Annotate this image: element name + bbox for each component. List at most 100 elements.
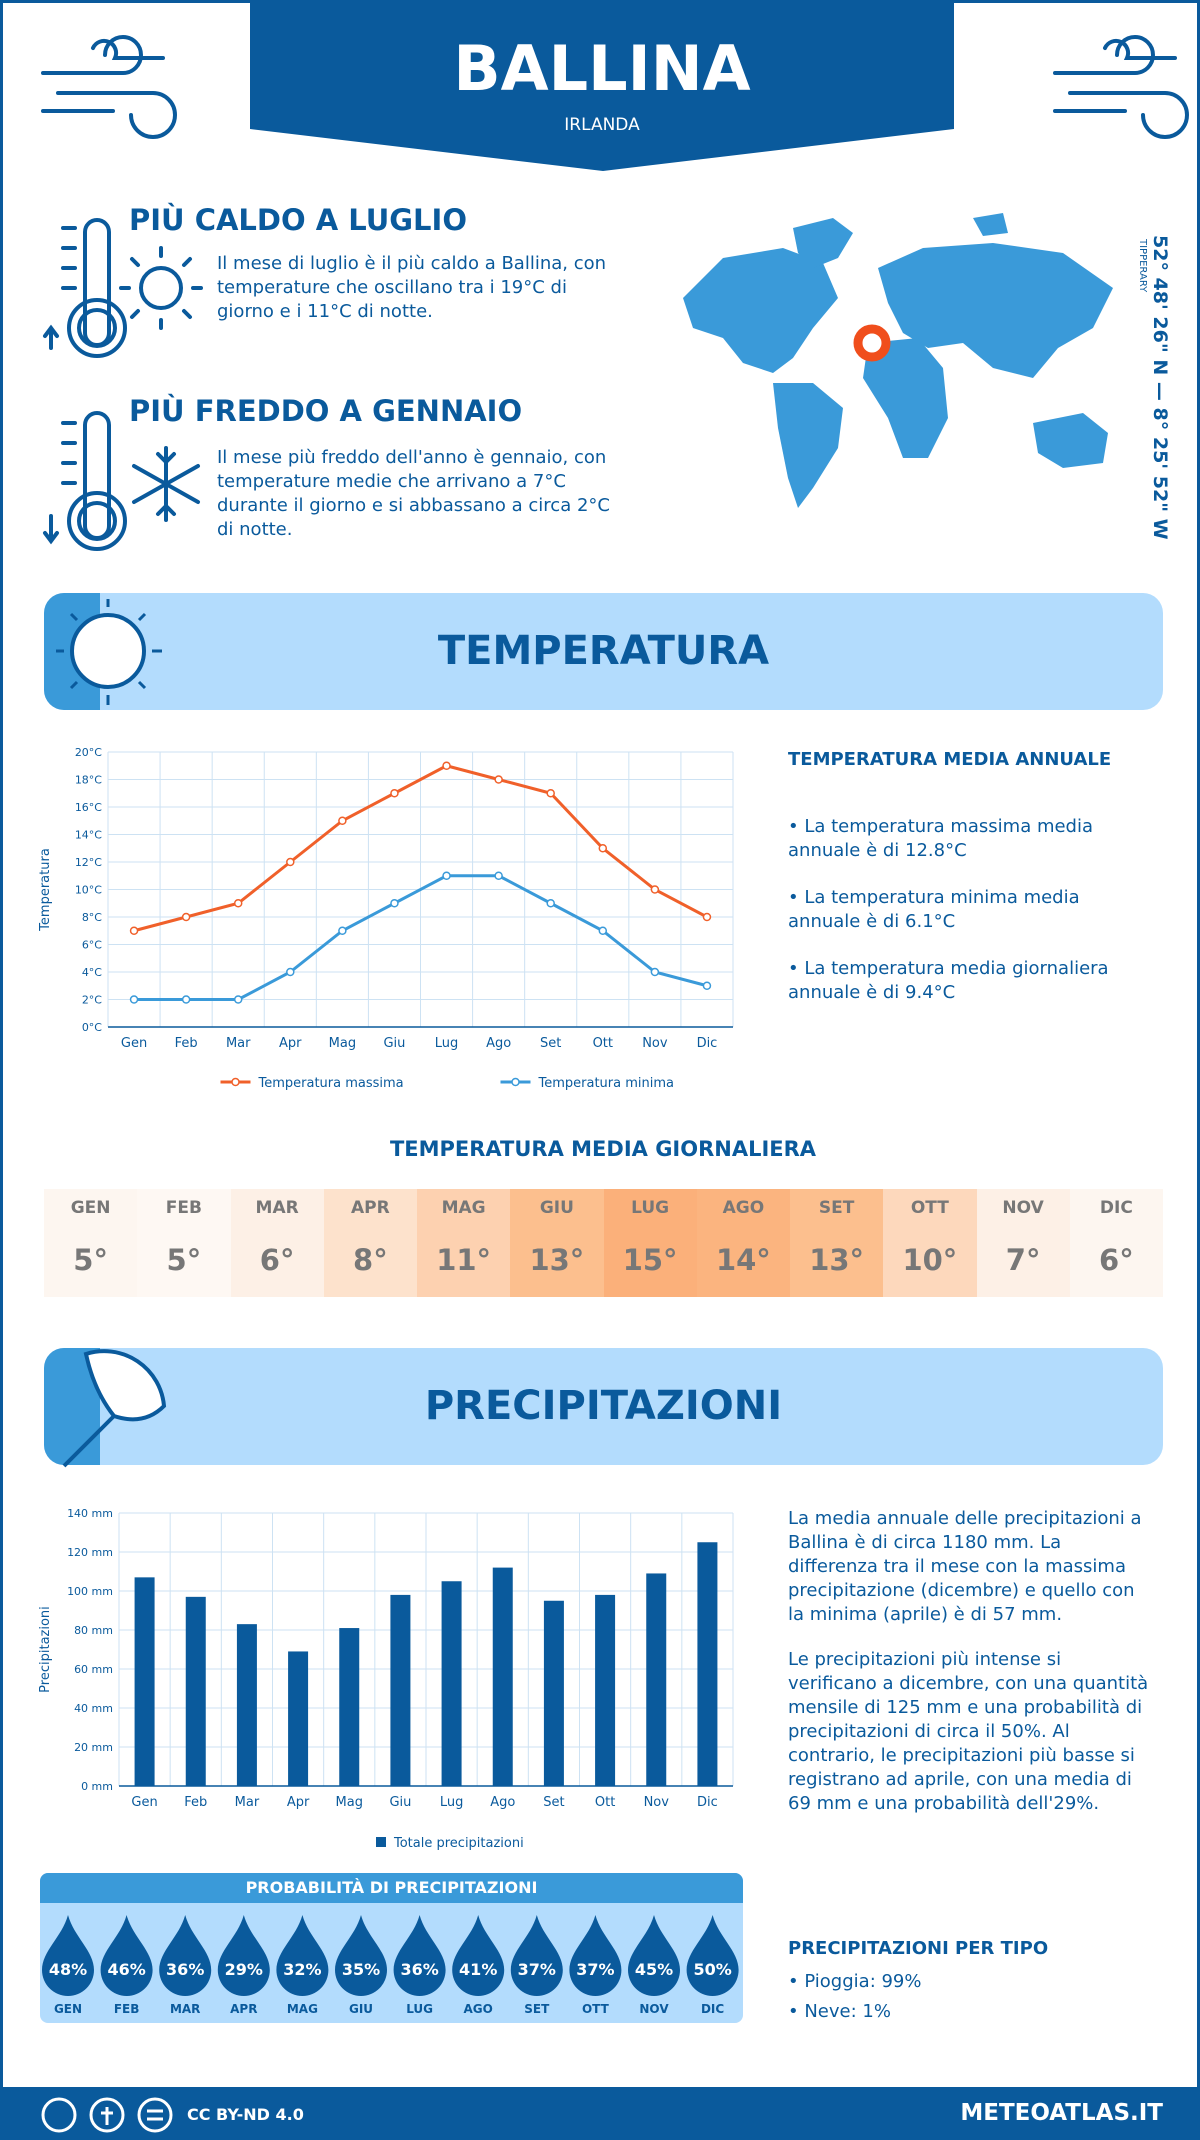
y-tick-label: 0 mm bbox=[81, 1780, 113, 1793]
month: FEB bbox=[165, 1198, 202, 1218]
daily-value: 15° bbox=[622, 1243, 678, 1277]
location-pin bbox=[853, 324, 891, 362]
point bbox=[442, 871, 451, 880]
y-tick-label: 12°C bbox=[75, 856, 102, 869]
y-tick-label: 18°C bbox=[75, 774, 102, 787]
point bbox=[181, 912, 191, 922]
month: NOV bbox=[1002, 1198, 1044, 1218]
point bbox=[598, 926, 608, 935]
month: MAR bbox=[255, 1198, 299, 1218]
daily-cell: OTT 10° bbox=[883, 1189, 977, 1297]
bar bbox=[646, 1573, 667, 1786]
point bbox=[494, 871, 503, 880]
x-tick-label: Feb bbox=[184, 1795, 207, 1810]
x-tick-label: Giu bbox=[383, 1036, 405, 1051]
x-tick-label: Mag bbox=[329, 1036, 356, 1051]
daily-cell: AGO 14° bbox=[696, 1189, 790, 1297]
x-tick-label: Lug bbox=[440, 1795, 464, 1810]
thermo-icons bbox=[43, 218, 203, 551]
bar bbox=[236, 1624, 257, 1786]
point bbox=[546, 899, 555, 908]
daily-title: TEMPERATURA MEDIA GIORNALIERA bbox=[389, 1137, 817, 1161]
y-axis-label: Precipitazioni bbox=[38, 1606, 53, 1693]
month: GEN bbox=[70, 1198, 111, 1218]
point bbox=[286, 967, 295, 977]
point bbox=[181, 995, 191, 1004]
probability-title: PROBABILITÀ DI PRECIPITAZIONI bbox=[40, 1873, 743, 1903]
license: CC BY-ND 4.0 bbox=[187, 2105, 304, 2124]
city-title: BALLINA bbox=[453, 32, 751, 105]
type-item: • Pioggia: 99% bbox=[788, 1971, 922, 1992]
month: AGO bbox=[722, 1198, 765, 1218]
legend-label: Totale precipitazioni bbox=[393, 1836, 524, 1851]
daily-value: 5° bbox=[166, 1243, 202, 1277]
y-tick-label: 0°C bbox=[82, 1021, 102, 1034]
point bbox=[546, 789, 555, 798]
x-tick-label: Nov bbox=[644, 1795, 670, 1810]
annual-item: • La temperatura massima media annuale è… bbox=[788, 816, 1094, 861]
y-tick-label: 8°C bbox=[82, 911, 102, 924]
month: LUG bbox=[631, 1198, 670, 1218]
umbrella-icon bbox=[62, 1349, 167, 1468]
wind-icon bbox=[41, 35, 177, 139]
site: METEOATLAS.IT bbox=[960, 2100, 1163, 2126]
x-tick-label: Apr bbox=[279, 1036, 302, 1051]
month: OTT bbox=[910, 1198, 949, 1218]
y-tick-label: 120 mm bbox=[67, 1546, 113, 1559]
section-title: PRECIPITAZIONI bbox=[424, 1383, 783, 1429]
point bbox=[702, 912, 712, 922]
x-tick-label: Gen bbox=[131, 1795, 157, 1810]
y-tick-label: 6°C bbox=[82, 939, 102, 952]
daily-value: 13° bbox=[809, 1243, 865, 1277]
month: GIU bbox=[539, 1198, 574, 1218]
daily-cell: MAG 11° bbox=[417, 1189, 511, 1297]
precipitation-banner: PRECIPITAZIONI bbox=[44, 1348, 1163, 1465]
x-tick-label: Feb bbox=[175, 1036, 198, 1051]
point bbox=[390, 789, 399, 798]
daily-value: 6° bbox=[259, 1243, 295, 1277]
month: MAG bbox=[441, 1198, 486, 1218]
world-map bbox=[683, 213, 1113, 508]
coldest-text: Il mese più freddo dell'anno è gennaio, … bbox=[217, 447, 610, 540]
point bbox=[390, 899, 399, 908]
point bbox=[286, 857, 295, 867]
legend-swatch-dot bbox=[231, 1077, 240, 1087]
x-tick-label: Ott bbox=[595, 1795, 615, 1810]
hottest-text: Il mese di luglio è il più caldo a Balli… bbox=[217, 253, 607, 322]
point bbox=[702, 981, 712, 990]
coordinates: 52° 48' 26" N — 8° 25' 52" W bbox=[1149, 235, 1171, 540]
probability-box: PROBABILITÀ DI PRECIPITAZIONI bbox=[40, 1873, 743, 2023]
wind-icon bbox=[1053, 35, 1189, 139]
point bbox=[338, 816, 347, 825]
daily-cell: GEN 5° bbox=[44, 1189, 138, 1297]
x-tick-label: Giu bbox=[389, 1795, 411, 1810]
daily-table: GEN 5° FEB 5° MAR 6° APR 8° MAG 11° GIU 13° LUG 15° AG… bbox=[44, 1189, 1163, 1297]
daily-cell: FEB 5° bbox=[137, 1189, 231, 1297]
x-tick-label: Ago bbox=[490, 1795, 515, 1810]
header-banner bbox=[250, 3, 954, 171]
legend-swatch-dot bbox=[511, 1077, 520, 1087]
daily-cell: APR 8° bbox=[323, 1189, 417, 1297]
x-tick-label: Dic bbox=[697, 1036, 718, 1051]
point bbox=[650, 885, 660, 894]
annual-item: • La temperatura minima media annuale è … bbox=[788, 887, 1080, 932]
y-tick-label: 80 mm bbox=[74, 1624, 113, 1637]
precip-text: La media annuale delle precipitazioni a … bbox=[788, 1508, 1142, 1625]
y-tick-label: 14°C bbox=[75, 829, 102, 842]
point bbox=[494, 775, 503, 784]
bar bbox=[134, 1577, 155, 1786]
x-tick-label: Set bbox=[540, 1036, 561, 1051]
point bbox=[233, 995, 243, 1004]
daily-cell: NOV 7° bbox=[976, 1189, 1070, 1297]
header-graphics bbox=[41, 3, 1189, 171]
x-tick-label: Nov bbox=[642, 1036, 668, 1051]
daily-cell: MAR 6° bbox=[230, 1189, 324, 1297]
bar bbox=[492, 1567, 513, 1786]
annual-title: TEMPERATURA MEDIA ANNUALE bbox=[788, 749, 1112, 770]
bar bbox=[543, 1600, 564, 1786]
bar bbox=[339, 1628, 360, 1786]
legend-label: Temperatura minima bbox=[538, 1076, 675, 1091]
daily-value: 5° bbox=[73, 1243, 108, 1277]
y-axis-label: Temperatura bbox=[38, 848, 53, 932]
bar bbox=[697, 1542, 718, 1786]
